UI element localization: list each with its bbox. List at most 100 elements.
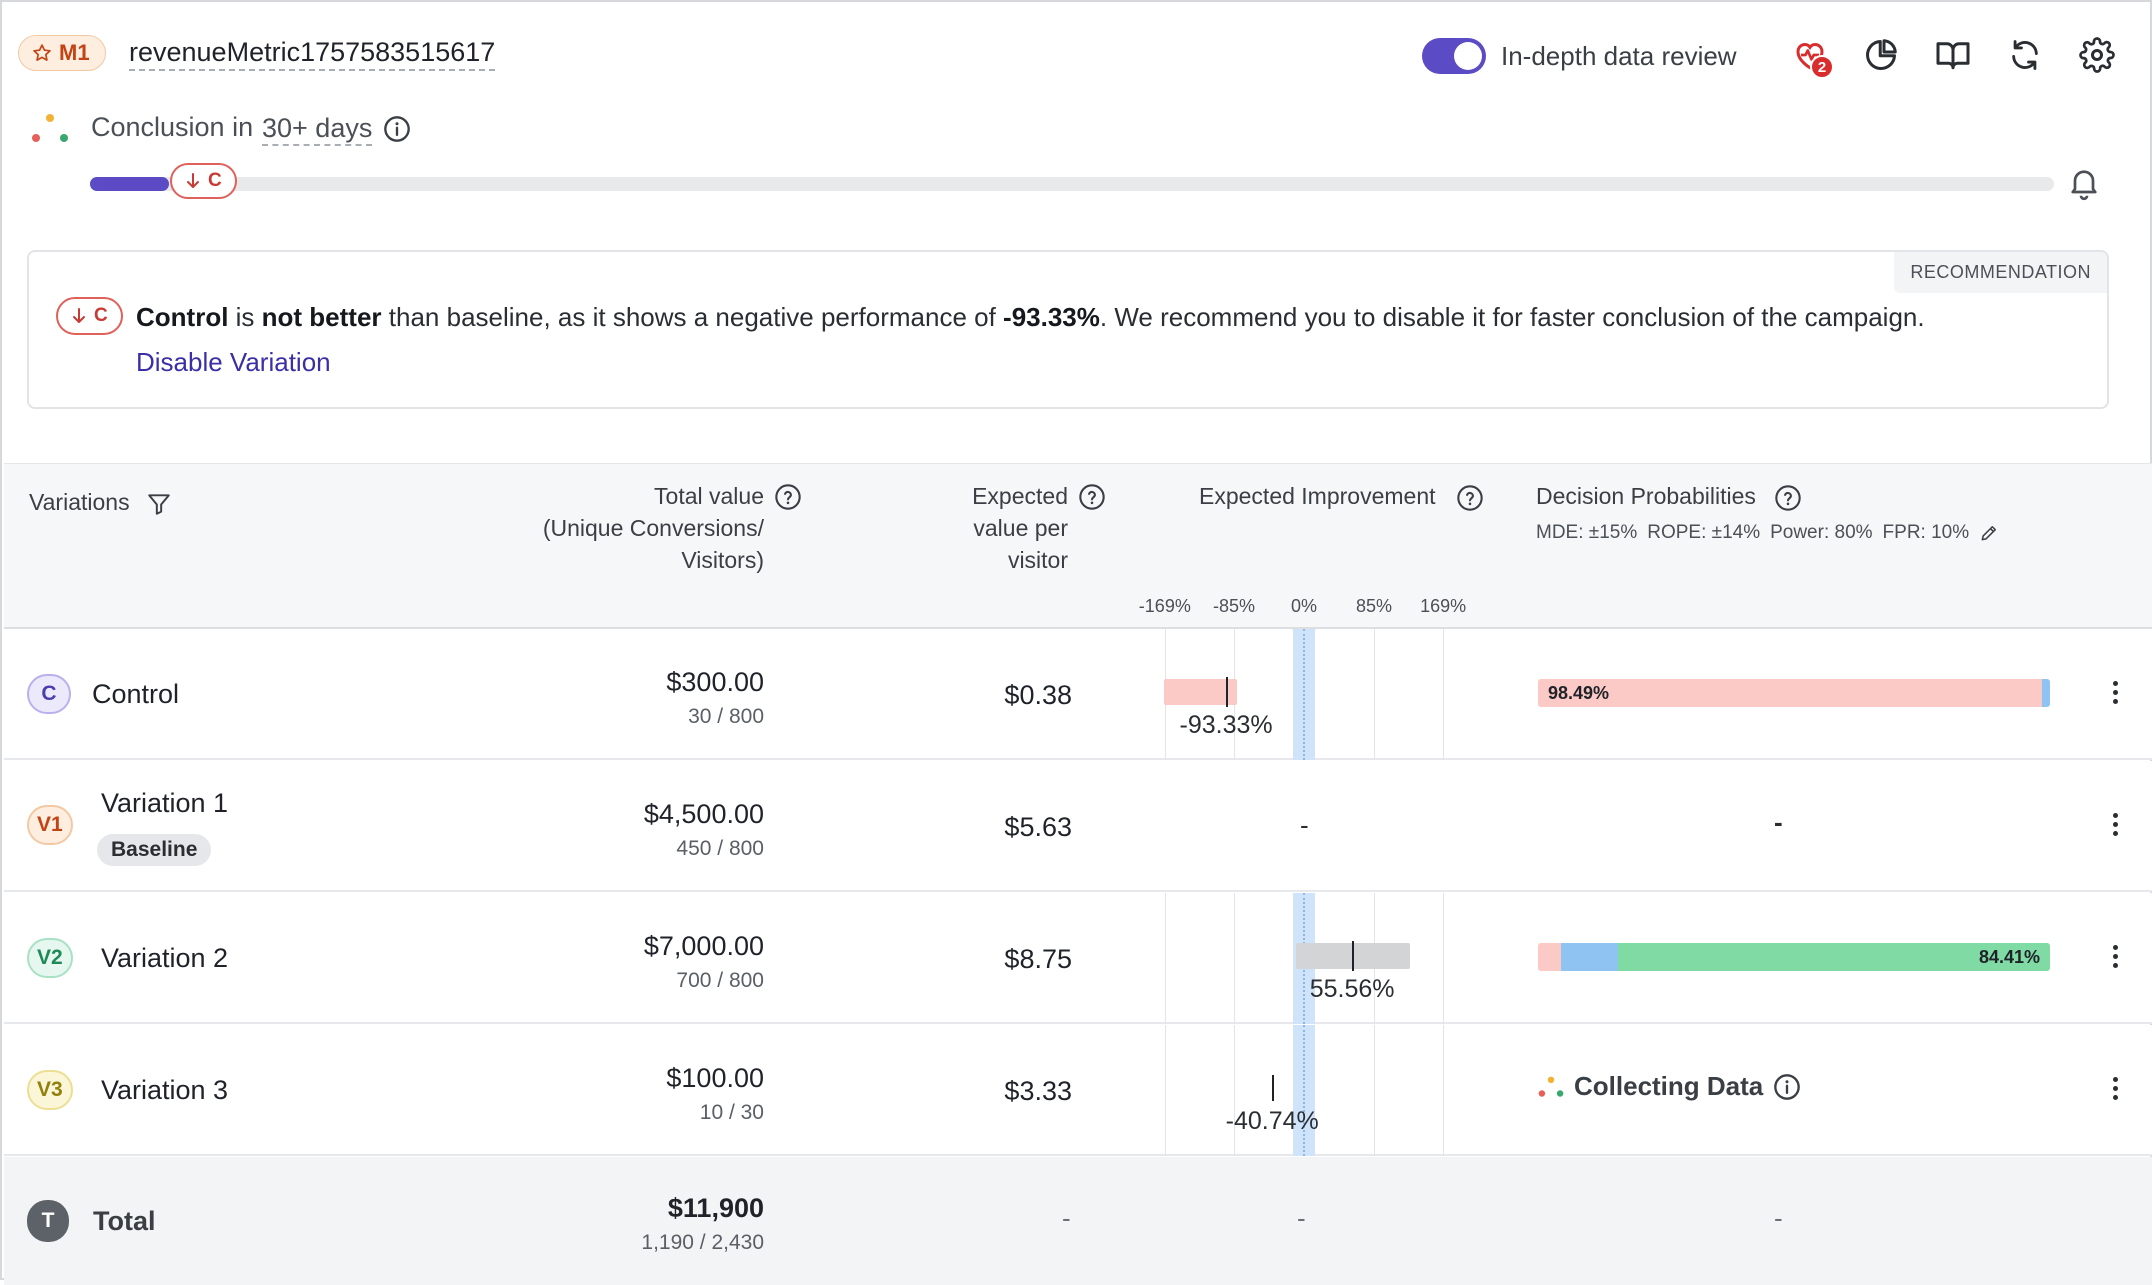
kebab-dot (2113, 954, 2118, 959)
conclusion-prefix: Conclusion in (91, 112, 254, 142)
bell-icon[interactable] (2066, 164, 2102, 202)
table-row[interactable]: V1 Variation 1 Baseline $4,500.00 450 / 800 $… (4, 761, 2152, 892)
kebab-dot (2113, 1095, 2118, 1100)
improvement-point-mark (1226, 677, 1229, 707)
variation-badge: V3 (27, 1070, 73, 1110)
improvement-point-mark (1352, 941, 1355, 971)
total-decision: - (1774, 1203, 1783, 1233)
question-icon[interactable] (774, 483, 802, 511)
recommendation-text: Control is not better than baseline, as … (136, 302, 1925, 332)
variation-name: Control (92, 679, 180, 709)
recommendation-verdict: not better (261, 302, 382, 332)
probability-segment (1538, 679, 2043, 707)
recommendation-value: -93.33% (1003, 302, 1100, 332)
pie-chart-icon (1866, 39, 1897, 70)
probability-segment (1560, 943, 1618, 971)
decision-probability-label: 84.41% (1978, 947, 2040, 967)
conclusion-days[interactable]: 30+ days (262, 112, 373, 146)
kebab-dot (2113, 681, 2118, 686)
axis-tick-label: 169% (1420, 596, 1467, 616)
row-menu-button[interactable] (2113, 1077, 2119, 1100)
axis-tick-label: 85% (1355, 596, 1393, 616)
assumption-fpr: FPR: 10% (1882, 522, 1970, 543)
recommendation-tag: RECOMMENDATION (1894, 252, 2107, 293)
docs-button[interactable] (1933, 35, 1973, 75)
kebab-dot (2113, 963, 2118, 968)
question-icon[interactable] (1078, 483, 1106, 511)
kebab-dot (2113, 1077, 2118, 1082)
total-value-header-1: Total value (654, 483, 764, 509)
progress-marker-label: C (208, 170, 222, 191)
variation-badge: V2 (27, 938, 73, 978)
row-menu-button[interactable] (2113, 945, 2119, 968)
row-menu-button[interactable] (2113, 813, 2119, 836)
refresh-button[interactable] (2005, 35, 2045, 75)
axis-tick-label: -169% (1138, 596, 1191, 616)
kebab-dot (2113, 690, 2118, 695)
info-icon[interactable] (1773, 1073, 1801, 1101)
total-improvement: - (1297, 1203, 1306, 1233)
total-value-header-2: (Unique Conversions/ (542, 515, 764, 541)
question-icon[interactable] (1774, 484, 1802, 512)
variation-name: Variation 3 (101, 1075, 229, 1105)
decision-header-label: Decision Probabilities (1536, 483, 1756, 509)
total-badge: T (27, 1200, 69, 1242)
improvement-grid-line (1374, 629, 1375, 760)
decision-probability-bar (1538, 943, 2050, 971)
improvement-grid-line (1443, 1025, 1445, 1156)
metric-name[interactable]: revenueMetric1757583515617 (129, 35, 496, 71)
axis-tick-label: 0% (1290, 596, 1318, 616)
conversions-visitors: 700 / 800 (676, 969, 764, 992)
star-icon (33, 44, 51, 61)
expected-header-1: Expected (972, 483, 1068, 509)
total-value-header-3: Visitors) (681, 547, 764, 573)
improvement-header-label: Expected Improvement (1199, 483, 1436, 509)
improvement-point-mark (1272, 1075, 1275, 1101)
collecting-dots-icon (1538, 1076, 1564, 1097)
improvement-grid-line (1164, 1025, 1166, 1156)
total-value: $11,900 (667, 1193, 764, 1223)
expected-value-per-visitor: $0.38 (1004, 680, 1072, 710)
disable-variation-link[interactable]: Disable Variation (136, 347, 331, 377)
improvement-grid-line (1374, 1025, 1375, 1156)
total-value: $4,500.00 (643, 799, 764, 829)
recommendation-badge-label: C (94, 305, 108, 326)
conversions-visitors: 10 / 30 (699, 1101, 764, 1124)
table-row[interactable]: V2 Variation 2 $7,000.00 700 / 800 $8.75 55.5… (4, 893, 2152, 1024)
question-icon[interactable] (1456, 484, 1484, 512)
table-row[interactable]: C Control $300.00 30 / 800 $0.38 -93.33% 98.49… (4, 629, 2152, 760)
improvement-grid-line (1234, 1025, 1235, 1156)
row-menu-button[interactable] (2113, 681, 2119, 704)
recommendation-text-1: than baseline, as it shows a negative pe… (388, 302, 996, 332)
kebab-dot (2113, 831, 2118, 836)
improvement-grid-line (1443, 893, 1445, 1024)
recommendation-variation-badge: C (56, 297, 123, 335)
decision-probability-bar (1538, 679, 2050, 707)
pie-chart-button[interactable] (1861, 35, 1901, 75)
variation-name: Variation 1 (101, 788, 229, 818)
conversions-visitors: 450 / 800 (676, 837, 764, 860)
arrow-down-icon (73, 308, 85, 323)
table-header (4, 463, 2152, 629)
filter-icon[interactable] (146, 491, 172, 517)
in-depth-review-toggle[interactable] (1422, 38, 1486, 74)
improvement-value: - (1300, 810, 1309, 840)
settings-button[interactable] (2077, 35, 2117, 75)
pencil-icon[interactable] (1979, 523, 1999, 543)
collecting-data-label: Collecting Data (1574, 1071, 1764, 1101)
health-button[interactable]: 2 (1790, 35, 1834, 79)
info-icon[interactable] (383, 115, 411, 143)
improvement-value: 55.56% (1309, 975, 1395, 1003)
variations-header-label: Variations (29, 489, 130, 515)
progress-variation-marker[interactable]: C (170, 163, 237, 199)
book-open-icon (1936, 42, 1970, 70)
conversions-visitors: 30 / 800 (688, 705, 764, 728)
kebab-dot (2113, 822, 2118, 827)
expected-header-2: value per (973, 515, 1068, 541)
assumption-mde: MDE: ±15% (1536, 522, 1638, 543)
variation-badge: V1 (27, 805, 73, 845)
kebab-dot (2113, 699, 2118, 704)
table-row[interactable]: V3 Variation 3 $100.00 10 / 30 $3.33 -40.74% C… (4, 1025, 2152, 1156)
recommendation-text-2: . We recommend you to disable it for fas… (1099, 302, 1925, 332)
